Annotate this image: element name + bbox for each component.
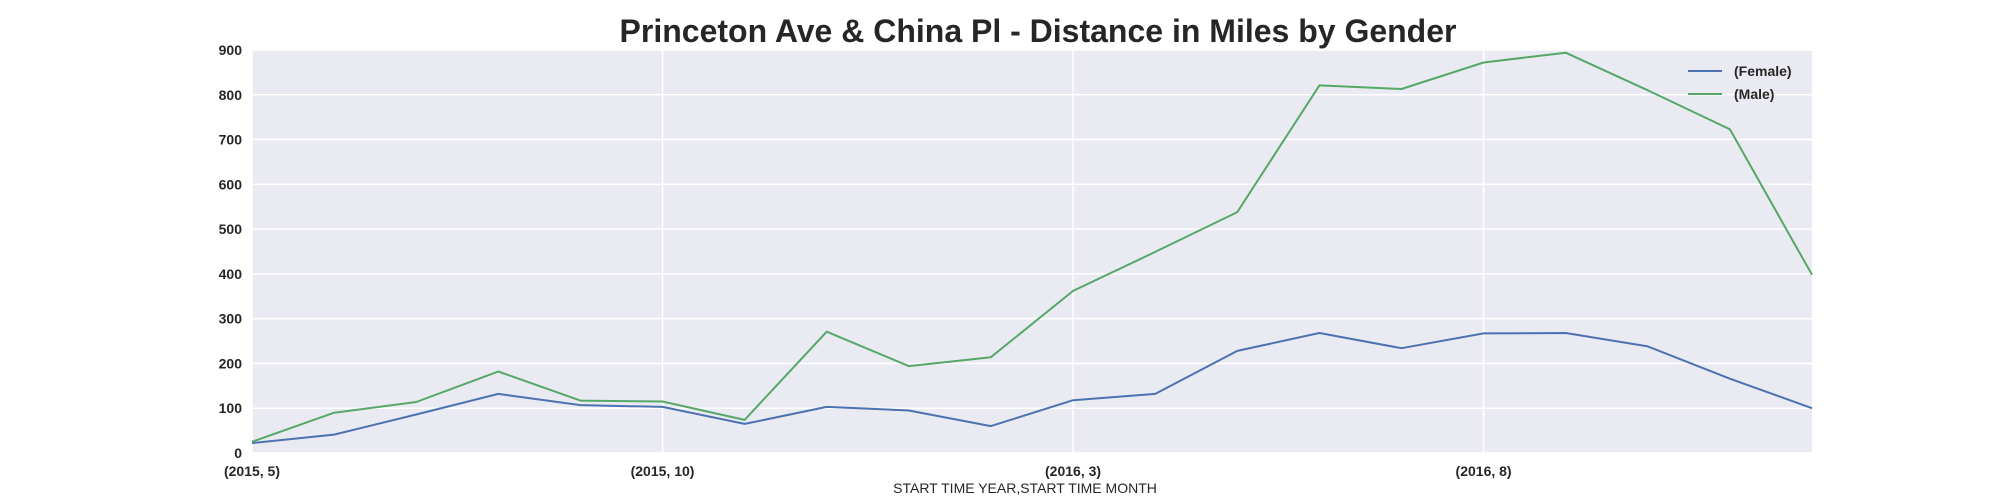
legend-label: (Male) (1734, 86, 1774, 102)
x-tick-label: (2015, 5) (224, 463, 280, 479)
x-axis-label: START TIME YEAR,START TIME MONTH (893, 480, 1157, 496)
x-axis-ticks: (2015, 5) (2015, 10) (2016, 3) (2016, 8) (224, 463, 1512, 479)
y-tick-label: 600 (219, 176, 243, 192)
chart-title: Princeton Ave & China Pl - Distance in M… (620, 13, 1457, 49)
series-line-1 (251, 51, 1813, 443)
legend: (Female) (Male) (1688, 63, 1792, 102)
x-tick-label: (2015, 10) (631, 463, 695, 479)
y-tick-label: 500 (219, 221, 243, 237)
x-tick-label: (2016, 8) (1456, 463, 1512, 479)
gridlines (251, 49, 1812, 454)
y-tick-label: 0 (234, 445, 242, 461)
x-tick-label: (2016, 3) (1045, 463, 1101, 479)
plot-area (252, 50, 1812, 453)
y-tick-label: 700 (219, 132, 243, 148)
y-tick-label: 300 (219, 311, 243, 327)
y-tick-label: 100 (219, 400, 243, 416)
y-tick-label: 200 (219, 355, 243, 371)
y-tick-label: 800 (219, 87, 243, 103)
y-axis-ticks: 0 100 200 300 400 500 600 700 800 900 (219, 42, 243, 461)
y-tick-label: 900 (219, 42, 243, 58)
series-lines (251, 51, 1813, 445)
y-tick-label: 400 (219, 266, 243, 282)
legend-label: (Female) (1734, 63, 1792, 79)
series-line-0 (251, 332, 1813, 445)
